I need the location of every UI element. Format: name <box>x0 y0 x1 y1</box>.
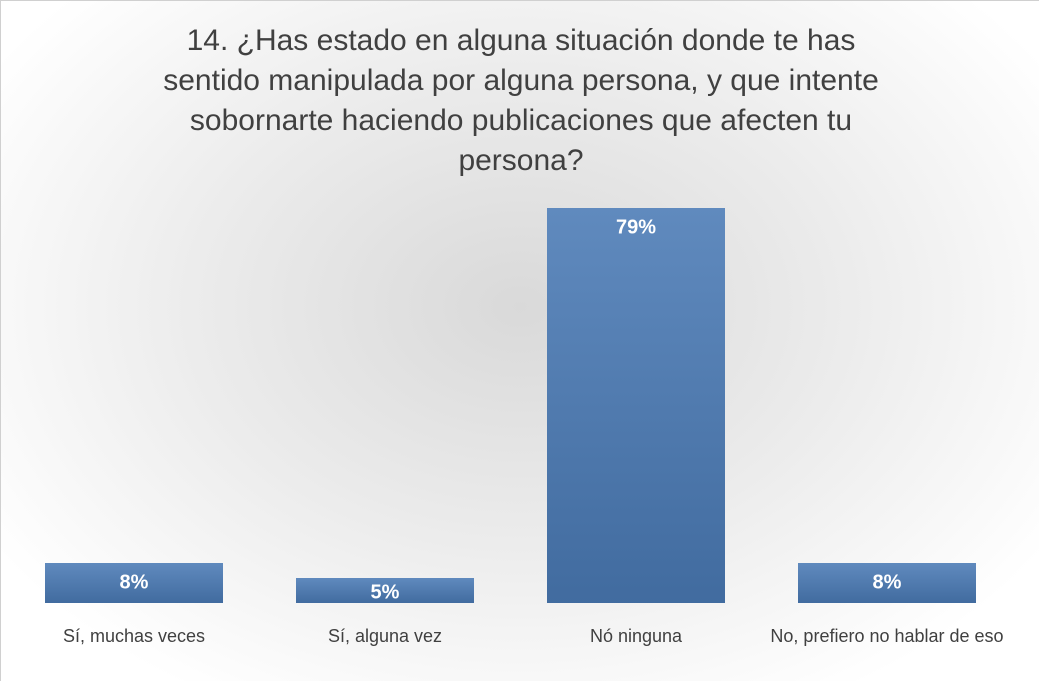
x-tick-label: Sí, muchas veces <box>62 626 206 646</box>
bar-shade <box>547 208 725 603</box>
data-label: 8% <box>120 571 149 593</box>
data-label: 79% <box>616 216 656 238</box>
bar-shade <box>798 563 976 603</box>
bar-shade <box>296 578 474 603</box>
data-label: 5% <box>371 581 400 603</box>
chart-title: 14. ¿Has estado en alguna situación dond… <box>163 24 879 177</box>
bar-shade <box>45 563 223 603</box>
x-tick-label: Sí, alguna vez <box>327 626 443 646</box>
x-tick-label: Nó ninguna <box>589 626 683 646</box>
data-label: 8% <box>873 571 902 593</box>
x-tick-label: No, prefiero no hablar de eso <box>770 626 1004 646</box>
